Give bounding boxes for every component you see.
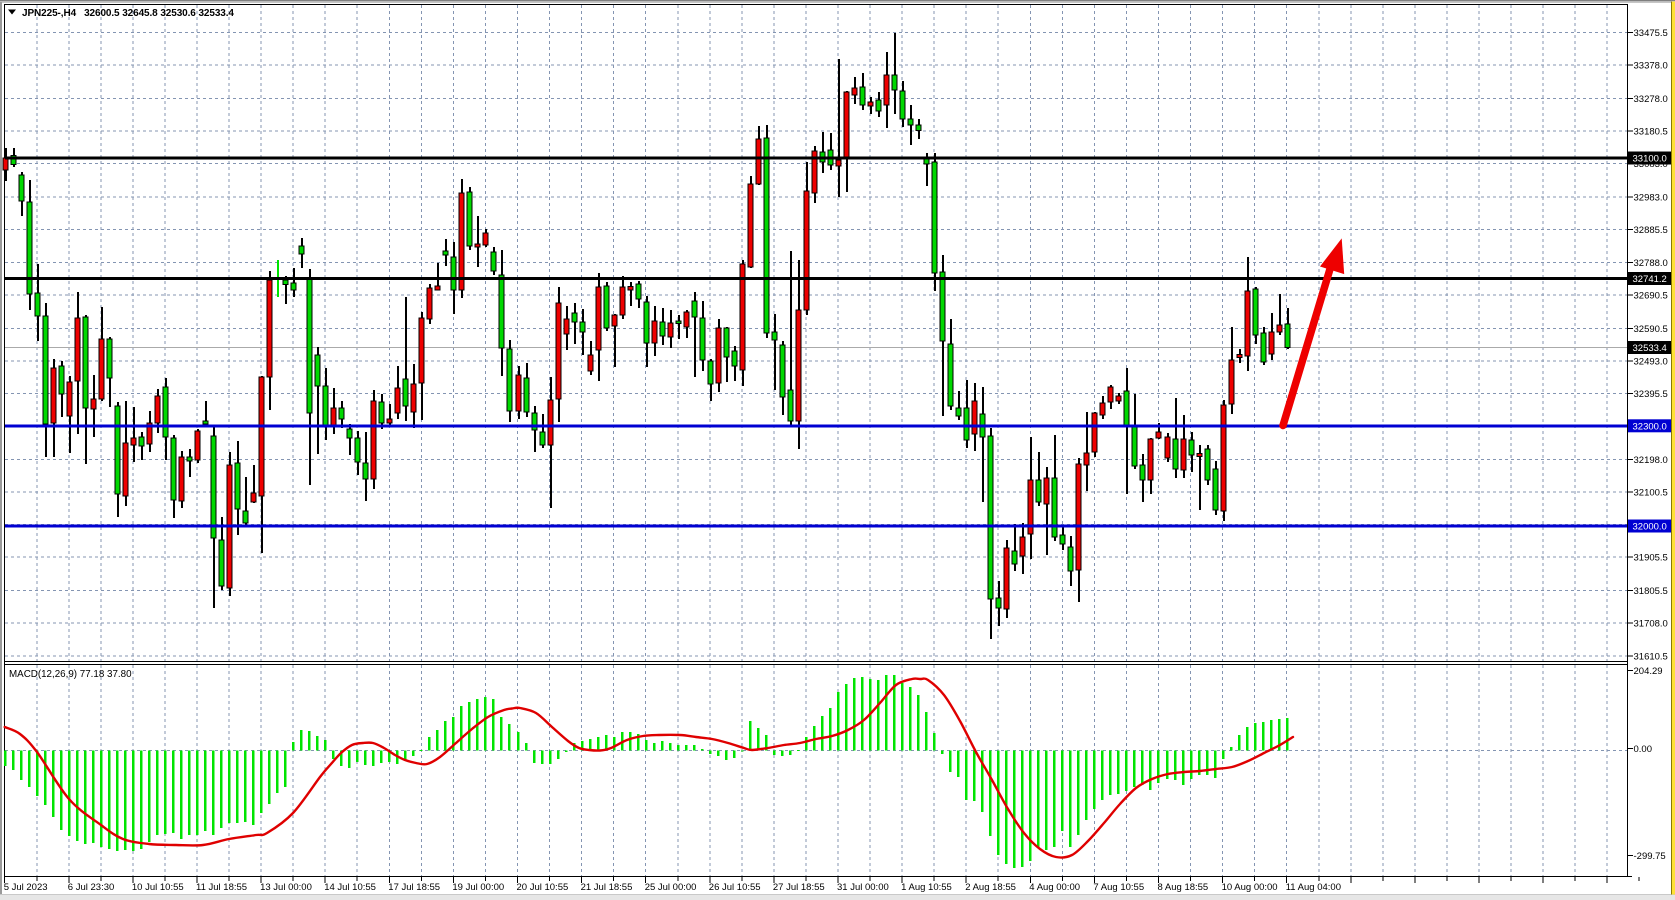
svg-text:7 Aug 10:55: 7 Aug 10:55 [1093, 882, 1144, 893]
svg-text:11 Aug 04:00: 11 Aug 04:00 [1286, 882, 1341, 893]
svg-text:2 Aug 18:55: 2 Aug 18:55 [965, 882, 1016, 893]
svg-text:19 Jul 00:00: 19 Jul 00:00 [452, 882, 504, 893]
svg-text:33180.5: 33180.5 [1634, 127, 1668, 138]
svg-text:32493.0: 32493.0 [1634, 356, 1668, 367]
svg-text:33278.0: 33278.0 [1634, 94, 1668, 105]
svg-text:33378.0: 33378.0 [1634, 61, 1668, 72]
svg-text:32590.5: 32590.5 [1634, 324, 1668, 335]
svg-text:31805.5: 31805.5 [1634, 586, 1668, 597]
svg-text:33083.0: 33083.0 [1634, 159, 1668, 170]
svg-text:32885.5: 32885.5 [1634, 225, 1668, 236]
svg-text:0.00: 0.00 [1634, 744, 1653, 755]
svg-text:31708.0: 31708.0 [1634, 619, 1668, 630]
svg-text:13 Jul 00:00: 13 Jul 00:00 [260, 882, 312, 893]
svg-text:32983.0: 32983.0 [1634, 193, 1668, 204]
svg-text:33100.0: 33100.0 [1633, 154, 1667, 165]
svg-text:31610.5: 31610.5 [1634, 651, 1668, 662]
svg-text:11 Jul 18:55: 11 Jul 18:55 [196, 882, 247, 893]
svg-text:32690.5: 32690.5 [1634, 290, 1668, 301]
svg-text:31905.5: 31905.5 [1634, 553, 1668, 564]
svg-text:32300.0: 32300.0 [1633, 421, 1667, 432]
svg-text:32395.5: 32395.5 [1634, 389, 1668, 400]
svg-text:-299.75: -299.75 [1634, 851, 1666, 862]
svg-text:32741.2: 32741.2 [1633, 274, 1667, 285]
svg-text:1 Aug 10:55: 1 Aug 10:55 [901, 882, 952, 893]
svg-text:31 Jul 00:00: 31 Jul 00:00 [837, 882, 889, 893]
svg-text:10 Aug 00:00: 10 Aug 00:00 [1222, 882, 1278, 893]
svg-text:27 Jul 18:55: 27 Jul 18:55 [773, 882, 825, 893]
svg-text:32533.4: 32533.4 [1633, 343, 1667, 354]
svg-text:MACD(12,26,9) 77.18 37.80: MACD(12,26,9) 77.18 37.80 [9, 669, 132, 680]
svg-text:33475.5: 33475.5 [1634, 28, 1668, 39]
svg-text:25 Jul 00:00: 25 Jul 00:00 [645, 882, 697, 893]
svg-text:32788.0: 32788.0 [1634, 258, 1668, 269]
svg-text:JPN225-,H4 32600.5 32645.8 3: JPN225-,H4 32600.5 32645.8 32530.6 32533… [22, 8, 234, 19]
svg-text:6 Jul 23:30: 6 Jul 23:30 [68, 882, 114, 893]
svg-text:4 Aug 00:00: 4 Aug 00:00 [1029, 882, 1080, 893]
svg-text:32000.0: 32000.0 [1633, 522, 1667, 533]
svg-text:10 Jul 10:55: 10 Jul 10:55 [132, 882, 184, 893]
svg-text:14 Jul 10:55: 14 Jul 10:55 [324, 882, 376, 893]
svg-text:32198.0: 32198.0 [1634, 455, 1668, 466]
svg-text:17 Jul 18:55: 17 Jul 18:55 [388, 882, 440, 893]
svg-text:5 Jul 2023: 5 Jul 2023 [4, 882, 48, 893]
svg-text:204.29: 204.29 [1634, 666, 1663, 677]
svg-text:8 Aug 18:55: 8 Aug 18:55 [1158, 882, 1209, 893]
svg-text:20 Jul 10:55: 20 Jul 10:55 [517, 882, 569, 893]
svg-text:32100.5: 32100.5 [1634, 488, 1668, 499]
svg-text:26 Jul 10:55: 26 Jul 10:55 [709, 882, 761, 893]
svg-text:21 Jul 18:55: 21 Jul 18:55 [581, 882, 633, 893]
